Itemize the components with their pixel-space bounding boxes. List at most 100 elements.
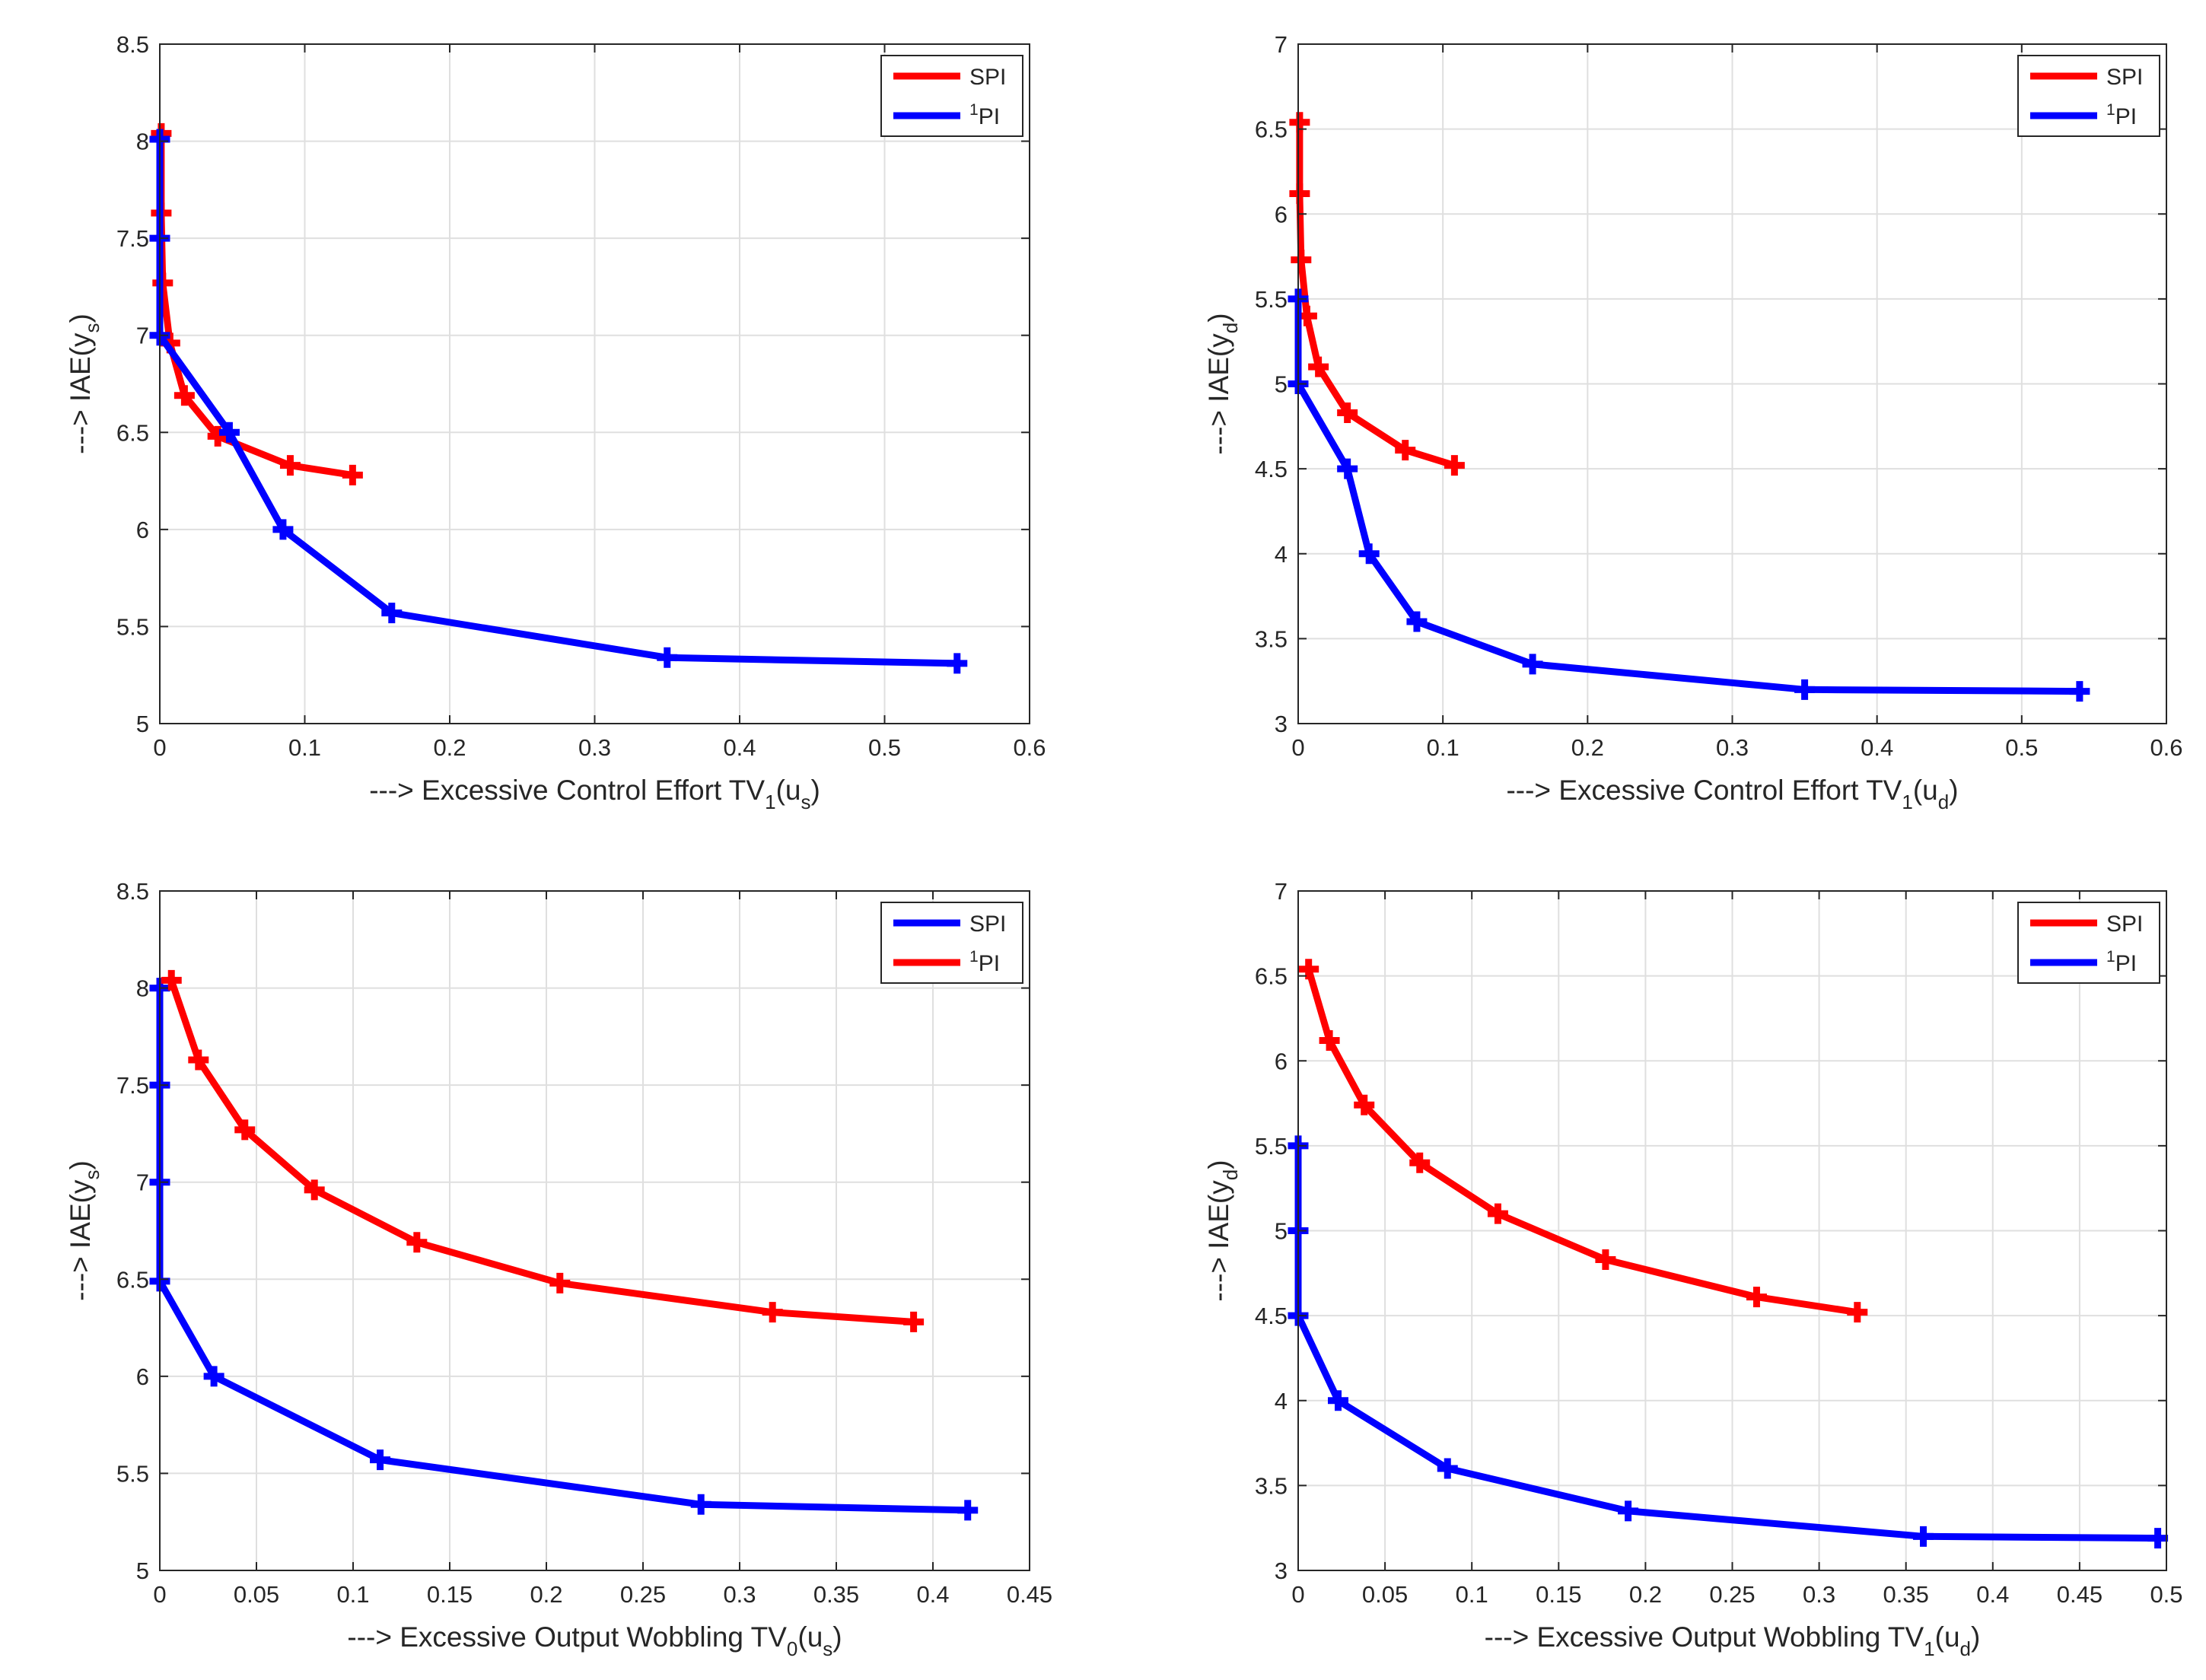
x-tick-label: 0	[153, 734, 166, 761]
x-tick-label: 0.5	[2005, 734, 2038, 761]
series-spi-1	[1298, 959, 1868, 1323]
data-point	[1291, 250, 1312, 271]
data-point	[690, 1494, 711, 1515]
x-tick-label: 0	[1291, 734, 1304, 761]
x-tick-label: 0.3	[1803, 1581, 1835, 1608]
y-tick-label: 3.5	[1255, 1472, 1288, 1499]
x-tick-label: 0.2	[530, 1581, 562, 1608]
y-tick-label: 7	[1275, 878, 1288, 905]
data-point	[1406, 611, 1428, 632]
x-tick-label: 0.6	[2150, 734, 2182, 761]
data-point	[1354, 1094, 1375, 1115]
data-point	[1358, 543, 1380, 565]
y-tick-label: 4.5	[1255, 456, 1288, 482]
y-tick-label: 8	[136, 129, 149, 155]
data-point	[207, 425, 228, 447]
data-point	[1794, 679, 1816, 700]
series-line	[167, 976, 918, 1325]
x-tick-label: 0.15	[1536, 1581, 1581, 1608]
data-point	[370, 1449, 391, 1471]
legend-box	[2017, 55, 2160, 137]
legend: SPI 1PI	[2017, 55, 2160, 137]
y-tick-label: 8.5	[116, 878, 149, 905]
x-tick-label: 0.2	[433, 734, 466, 761]
x-tick-label: 0.45	[1007, 1581, 1052, 1608]
data-point	[1308, 356, 1329, 377]
y-tick-label: 6.5	[1255, 963, 1288, 990]
y-tick-label: 7	[136, 323, 149, 349]
x-tick-label: 0.05	[1362, 1581, 1408, 1608]
x-tick-label: 0.4	[1976, 1581, 2009, 1608]
series-line	[1305, 966, 1861, 1316]
y-tick-label: 6	[136, 517, 149, 543]
data-point	[1487, 1203, 1508, 1224]
y-tick-label: 5.5	[116, 1460, 149, 1487]
y-tick-label: 6.5	[116, 1266, 149, 1293]
y-tick-label: 5	[136, 1558, 149, 1584]
data-point	[2069, 681, 2090, 702]
x-tick-label: 0.4	[1861, 734, 1893, 761]
data-point	[762, 1302, 783, 1323]
legend-entry: SPI	[969, 912, 1006, 937]
data-point	[218, 422, 240, 443]
data-point	[1409, 1152, 1431, 1173]
legend-entry: 1PI	[969, 101, 1000, 129]
legend: SPI 1PI	[2017, 902, 2160, 984]
data-point	[2147, 1528, 2169, 1549]
x-tick-label: 0	[1291, 1581, 1304, 1608]
data-point	[173, 385, 195, 406]
y-tick-label: 7	[136, 1169, 149, 1196]
data-point	[1337, 458, 1358, 479]
data-point	[342, 464, 363, 485]
plot-area	[160, 891, 1030, 1570]
y-tick-label: 8	[136, 975, 149, 1002]
x-axis-label: ---> Excessive Control Effort TV1(ud)	[1506, 775, 1958, 813]
y-tick-label: 6.5	[1255, 116, 1288, 143]
data-point	[657, 647, 678, 668]
data-point	[1847, 1302, 1868, 1323]
data-point	[957, 1500, 979, 1521]
legend-box	[880, 55, 1023, 137]
y-tick-label: 7.5	[116, 1072, 149, 1099]
series-spi-1	[1289, 112, 1465, 476]
x-tick-label: 0.35	[813, 1581, 859, 1608]
x-tick-label: 0.25	[1709, 1581, 1755, 1608]
y-tick-label: 6	[1275, 201, 1288, 228]
data-point	[1319, 1029, 1340, 1051]
x-tick-label: 0.45	[2057, 1581, 2103, 1608]
y-tick-label: 6.5	[116, 419, 149, 446]
axes-frame	[159, 890, 1030, 1571]
data-point	[203, 1366, 224, 1387]
series-line	[1294, 295, 2083, 695]
legend: SPI 1PI	[880, 902, 1023, 984]
legend-entry: 1PI	[2106, 948, 2137, 976]
x-tick-label: 0.4	[723, 734, 756, 761]
data-point	[234, 1119, 256, 1141]
legend-box	[880, 902, 1023, 984]
y-tick-label: 4.5	[1255, 1303, 1288, 1329]
y-tick-label: 5	[1275, 371, 1288, 398]
data-point	[903, 1311, 925, 1332]
y-axis-label: ---> IAE(ys)	[65, 1160, 103, 1301]
data-point	[1618, 1500, 1639, 1522]
y-axis-label: ---> IAE(yd)	[1203, 313, 1242, 454]
legend-box	[2017, 902, 2160, 984]
data-point	[549, 1272, 571, 1293]
data-point	[1437, 1458, 1458, 1479]
y-tick-label: 5.5	[116, 613, 149, 640]
x-tick-label: 0.3	[723, 1581, 756, 1608]
y-tick-label: 6	[136, 1363, 149, 1390]
data-point	[1296, 305, 1317, 326]
legend-entry: SPI	[2106, 912, 2143, 937]
x-tick-label: 0.25	[620, 1581, 666, 1608]
x-tick-label: 0.35	[1883, 1581, 1929, 1608]
x-tick-label: 0.3	[1716, 734, 1749, 761]
x-tick-label: 0	[153, 1581, 166, 1608]
legend-entry: SPI	[2106, 65, 2143, 90]
y-axis-label: ---> IAE(ys)	[65, 313, 103, 454]
x-tick-label: 0.5	[2150, 1581, 2182, 1608]
x-tick-label: 0.05	[234, 1581, 279, 1608]
data-point	[188, 1049, 209, 1071]
data-point	[304, 1179, 325, 1201]
